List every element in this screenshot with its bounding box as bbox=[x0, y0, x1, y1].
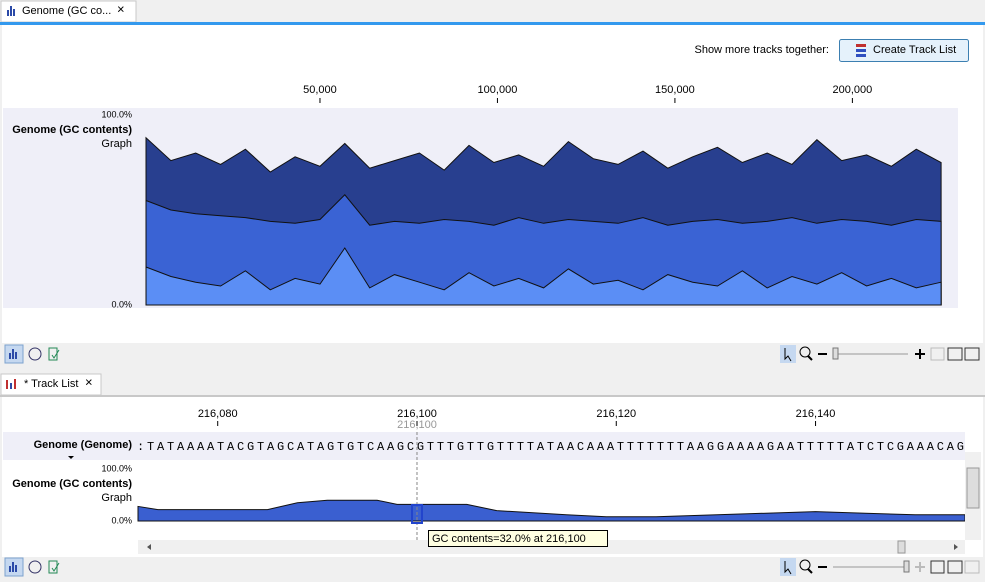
tab-close[interactable]: × bbox=[117, 1, 125, 16]
detail-graph: 216,080 216,100 216,120 216,140 100.0% 0.0% 21… bbox=[101, 408, 966, 540]
ruler-tick-label: 150,000 bbox=[655, 84, 695, 96]
sequence: :TATAAAATACGTAGCATAGTGTCAAGCGTTTGTTGTTTT… bbox=[137, 440, 964, 454]
expand-arrow[interactable] bbox=[68, 456, 74, 459]
zoom-in[interactable] bbox=[915, 349, 925, 359]
history-btn-2[interactable] bbox=[48, 560, 60, 574]
view-icons bbox=[4, 344, 980, 364]
settings-btn[interactable] bbox=[28, 347, 42, 361]
tooltip: GC contents=32.0% at 216,100 bbox=[432, 533, 586, 545]
tab-icon bbox=[7, 6, 15, 16]
sequence-track-bg bbox=[3, 432, 965, 460]
tab-underline-2 bbox=[0, 395, 985, 397]
gc-track-name: Genome (GC contents) bbox=[12, 478, 132, 490]
tooltip-layer: GC contents=32.0% at 216,100 bbox=[428, 530, 608, 547]
y-tick-label: 100.0% bbox=[101, 463, 132, 473]
settings-btn-2[interactable] bbox=[28, 560, 42, 574]
toolbar-label: Show more tracks together: bbox=[694, 44, 829, 56]
cursor-highlight bbox=[410, 504, 423, 524]
v-scroll-thumb[interactable] bbox=[966, 467, 980, 509]
sequence-track-name: Genome (Genome) bbox=[34, 439, 133, 451]
track-name: Genome (GC contents) bbox=[12, 124, 132, 136]
ruler-tick-label: 50,000 bbox=[303, 84, 337, 96]
y-tick-label: 0.0% bbox=[111, 515, 132, 525]
zoom-tool-2[interactable] bbox=[799, 559, 811, 571]
ruler-tick-label: 216,080 bbox=[198, 408, 238, 420]
ruler-tick-label: 100,000 bbox=[478, 84, 518, 96]
tab-bar bbox=[0, 0, 985, 22]
create-track-list-button[interactable] bbox=[839, 39, 969, 62]
select-tool[interactable] bbox=[780, 345, 796, 363]
history-btn[interactable] bbox=[48, 347, 60, 361]
button-icon bbox=[856, 44, 866, 57]
ruler-tick-label: 200,000 bbox=[833, 84, 873, 96]
track-subtitle: Graph bbox=[101, 138, 132, 150]
cursor-label: 216,100 bbox=[397, 419, 437, 431]
ruler-tick-label: 216,100 bbox=[397, 408, 437, 420]
tab-title: Genome (GC co... bbox=[22, 5, 111, 17]
tooltip-box bbox=[428, 530, 608, 547]
tab-bar-2 bbox=[0, 373, 985, 395]
gc-area bbox=[137, 499, 966, 522]
y-tick-label: 100.0% bbox=[101, 109, 132, 119]
button-label: Create Track List bbox=[873, 44, 956, 56]
gc-track-subtitle: Graph bbox=[101, 492, 132, 504]
gc-area bbox=[145, 247, 942, 306]
zoom-in-2[interactable] bbox=[915, 562, 925, 572]
tab-underline bbox=[0, 22, 985, 25]
tab-icon-2 bbox=[6, 379, 16, 389]
select-tool-2[interactable] bbox=[780, 558, 796, 576]
overview-graph: 50,000 100,000 150,000 200,000 100.0% 0.0% bbox=[101, 84, 942, 309]
ruler-tick-label: 216,140 bbox=[796, 408, 836, 420]
h-scroll-thumb[interactable] bbox=[897, 540, 906, 554]
ruler-tick-label: 216,120 bbox=[596, 408, 636, 420]
zoom-tool[interactable] bbox=[799, 346, 811, 358]
view-icons-2 bbox=[4, 557, 980, 577]
tab-close-2[interactable]: × bbox=[85, 374, 93, 389]
view-toolbar-2 bbox=[2, 557, 983, 579]
tab-title-2: * Track List bbox=[24, 378, 78, 390]
y-tick-label: 0.0% bbox=[111, 299, 132, 309]
view-toolbar bbox=[2, 343, 983, 365]
